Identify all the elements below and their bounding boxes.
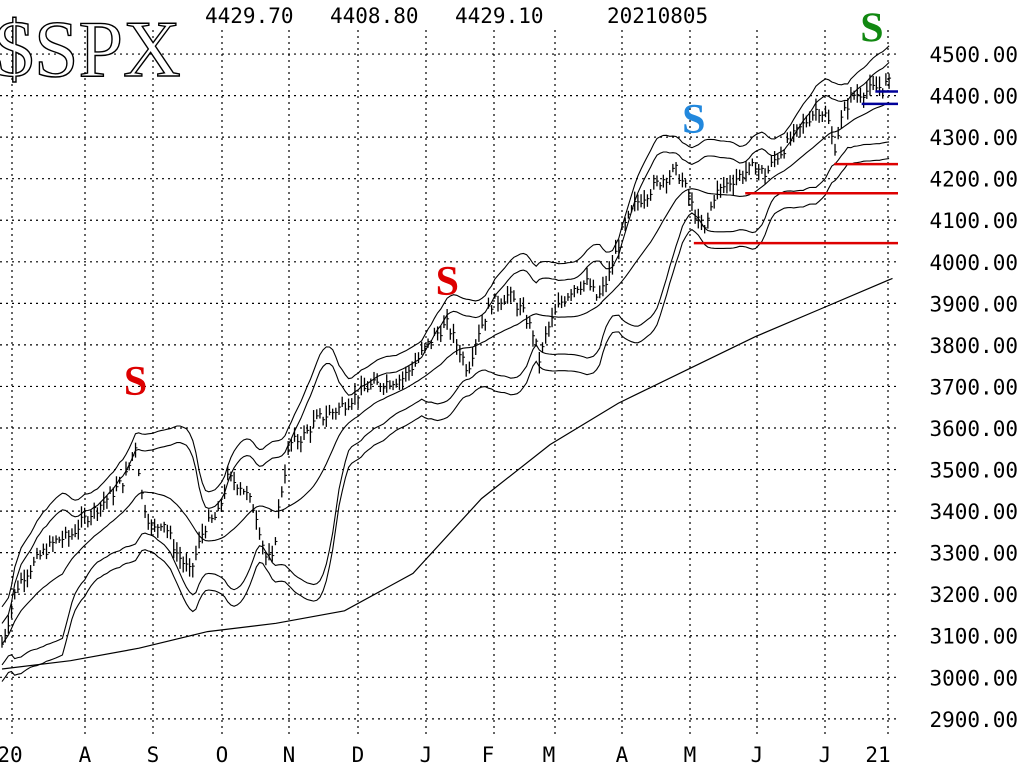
band-line-dn2: [1, 158, 890, 682]
header-low: 4408.80: [330, 4, 419, 28]
y-tick-label-0: 4500.00: [929, 43, 1018, 67]
header-date: 20210805: [607, 4, 708, 28]
y-tick-label-8: 3700.00: [929, 375, 1018, 399]
x-axis-labels: 20 A S O N D J F M A M J J 21: [0, 743, 891, 767]
y-tick-label-7: 3800.00: [929, 334, 1018, 358]
sell-signal-label-1: S: [436, 259, 459, 305]
x-tick-label-6: J: [420, 743, 433, 767]
y-tick-label-1: 4400.00: [929, 85, 1018, 109]
y-tick-label-4: 4100.00: [929, 209, 1018, 233]
sell-signals: S S S S: [124, 6, 884, 405]
y-tick-label-10: 3500.00: [929, 459, 1018, 483]
ma200-line: [1, 277, 893, 670]
y-axis-labels: 4500.00 4400.00 4300.00 4200.00 4100.00 4000.…: [929, 43, 1018, 732]
y-tick-label-11: 3400.00: [929, 500, 1018, 524]
x-tick-label-9: A: [616, 743, 629, 767]
band-line-up2: [1, 45, 890, 608]
y-tick-label-3: 4200.00: [929, 168, 1018, 192]
x-tick-label-1: A: [79, 743, 92, 767]
sell-signal-label-0: S: [124, 359, 147, 405]
x-tick-label-5: D: [352, 743, 365, 767]
y-tick-label-13: 3200.00: [929, 583, 1018, 607]
x-tick-label-13: 21: [865, 743, 890, 767]
y-tick-label-6: 3900.00: [929, 292, 1018, 316]
x-tick-label-0: 20: [0, 743, 23, 767]
x-tick-label-3: O: [216, 743, 229, 767]
y-tick-label-9: 3600.00: [929, 417, 1018, 441]
symbol-title: $SPX: [0, 6, 181, 94]
x-tick-label-12: J: [819, 743, 832, 767]
y-tick-label-2: 4300.00: [929, 126, 1018, 150]
x-tick-label-4: N: [283, 743, 296, 767]
x-tick-label-10: M: [684, 743, 697, 767]
y-tick-label-5: 4000.00: [929, 251, 1018, 275]
sell-signal-label-3: S: [860, 6, 883, 52]
band-line-dn1: [1, 141, 890, 666]
band-line-mid: [1, 101, 890, 645]
support-resistance-lines: [693, 90, 898, 245]
x-tick-label-11: J: [751, 743, 764, 767]
moving-average: [1, 277, 893, 670]
y-tick-label-15: 3000.00: [929, 666, 1018, 690]
y-tick-label-14: 3100.00: [929, 625, 1018, 649]
header-close: 4429.10: [455, 4, 544, 28]
y-tick-label-12: 3300.00: [929, 542, 1018, 566]
band-line-up1: [1, 62, 890, 624]
grid-lines: [0, 30, 900, 735]
y-tick-label-16: 2900.00: [929, 708, 1018, 732]
x-tick-label-2: S: [147, 743, 160, 767]
price-bars: [1, 73, 892, 648]
sell-signal-label-2: S: [682, 97, 705, 143]
x-tick-label-8: M: [543, 743, 556, 767]
header-high: 4429.70: [205, 4, 294, 28]
envelope-bands: [1, 45, 890, 682]
x-tick-label-7: F: [482, 743, 495, 767]
